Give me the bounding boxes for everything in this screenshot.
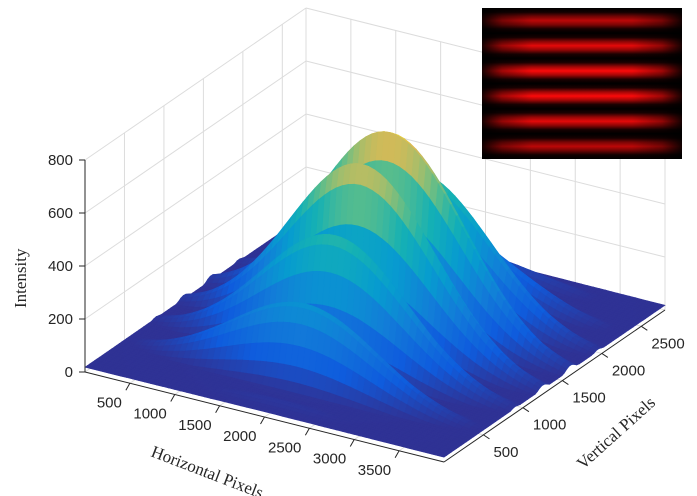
grid-line	[84, 113, 307, 267]
grid-line	[84, 7, 307, 161]
intensity-surface	[84, 131, 666, 458]
grid-line	[84, 166, 307, 320]
grid-line	[84, 60, 307, 214]
